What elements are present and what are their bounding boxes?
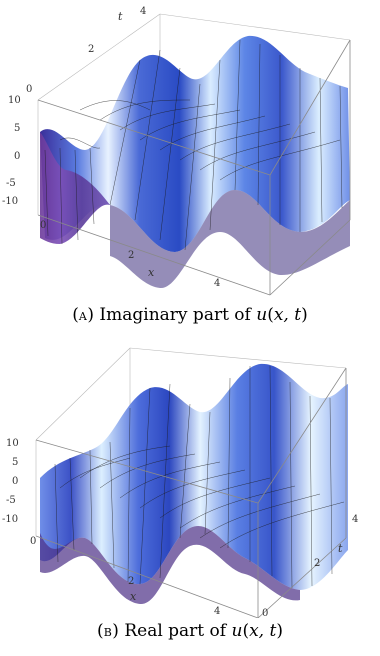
caption-text: Real part of <box>124 621 227 641</box>
figure-imaginary-part: 10 5 0 -5 -10 0 2 4 t 0 2 4 x (A) Imagin… <box>2 6 351 325</box>
bounding-box-front <box>35 367 347 618</box>
surface-mesh <box>40 35 350 289</box>
z-tick: -5 <box>6 495 16 506</box>
t-tick: 2 <box>88 44 94 55</box>
z-tick: 10 <box>6 438 19 449</box>
x-tick: 0 <box>30 536 36 547</box>
z-tick: -5 <box>6 178 16 189</box>
t-tick: 4 <box>140 6 146 17</box>
t-tick: 0 <box>26 84 32 95</box>
caption-func: u <box>256 305 268 325</box>
surface-plot-imaginary: 10 5 0 -5 -10 0 2 4 t 0 2 4 x <box>2 6 351 296</box>
x-tick: 4 <box>214 606 220 617</box>
x-axis-label: x <box>148 266 155 279</box>
caption-label: B <box>103 626 113 639</box>
z-axis-ticks: 10 5 0 -5 -10 <box>2 438 19 525</box>
caption-text: Imaginary part of <box>99 305 251 325</box>
figure-real-part: 10 5 0 -5 -10 0 2 4 x 0 2 4 t (B) Real p… <box>0 338 380 656</box>
t-tick: 4 <box>352 514 358 525</box>
t-tick: 2 <box>314 558 320 569</box>
x-tick: 2 <box>128 576 134 587</box>
x-axis-ticks: 0 2 4 x <box>30 536 220 617</box>
t-axis-ticks: 0 2 4 t <box>262 514 358 618</box>
z-tick: 0 <box>14 151 20 162</box>
surface-mesh <box>40 363 348 605</box>
caption-args: x, t <box>249 621 277 641</box>
caption-a: (A) Imaginary part of u(x, t) <box>72 305 308 325</box>
caption-label: A <box>78 310 88 323</box>
z-axis-ticks: 10 5 0 -5 -10 <box>2 95 21 207</box>
z-tick: -10 <box>2 196 18 207</box>
caption-b: (B) Real part of u(x, t) <box>97 621 283 641</box>
t-tick: 0 <box>262 608 268 618</box>
x-tick: 0 <box>40 220 46 231</box>
z-tick: 10 <box>8 95 21 106</box>
caption-args: x, t <box>273 305 302 325</box>
x-tick: 4 <box>214 278 220 289</box>
z-tick: 0 <box>12 476 18 487</box>
t-axis-label: t <box>118 10 123 23</box>
z-tick: 5 <box>14 123 20 134</box>
z-tick: -10 <box>2 514 18 525</box>
caption-func: u <box>231 621 243 641</box>
surface-plot-real: 10 5 0 -5 -10 0 2 4 x 0 2 4 t <box>2 347 358 618</box>
bounding-box-front <box>37 39 351 296</box>
t-axis-ticks: 0 2 4 t <box>26 6 146 95</box>
z-tick: 5 <box>12 457 18 468</box>
x-axis-ticks: 0 2 4 x <box>40 220 220 289</box>
x-tick: 2 <box>128 250 134 261</box>
x-axis-label: x <box>130 590 137 603</box>
t-axis-label: t <box>338 542 343 555</box>
